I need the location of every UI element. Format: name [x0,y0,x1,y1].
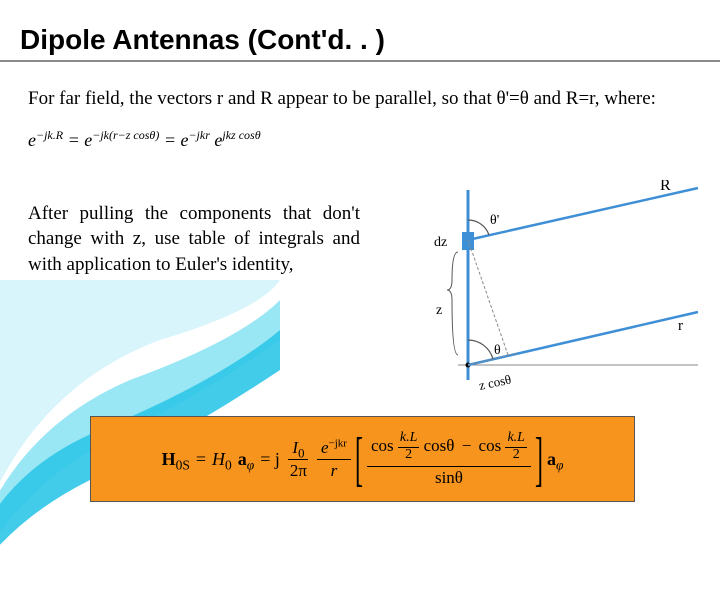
label-theta: θ [494,343,501,358]
formula-exponential: e−jk.R = e−jk(r−z cosθ) = e−jkr ejkz cos… [0,118,720,151]
label-zcos: z cosθ [478,371,513,392]
formula-result-box: H0S = H0 aφ = j I0 2π e−jkr r [ cos k.L … [90,416,635,502]
label-z: z [436,303,442,318]
label-theta-prime: θ' [490,213,499,228]
formula-result: H0S = H0 aφ = j I0 2π e−jkr r [ cos k.L … [162,429,564,489]
paragraph-2: After pulling the components that don't … [0,151,360,284]
label-R: R [660,180,671,194]
label-dz: dz [434,235,447,250]
far-field-diagram: R θ' dz z θ r z cosθ [398,180,708,410]
slide-title: Dipole Antennas (Cont'd. . ) [0,0,720,60]
paragraph-1: For far field, the vectors r and R appea… [0,62,720,118]
label-r: r [678,318,683,334]
